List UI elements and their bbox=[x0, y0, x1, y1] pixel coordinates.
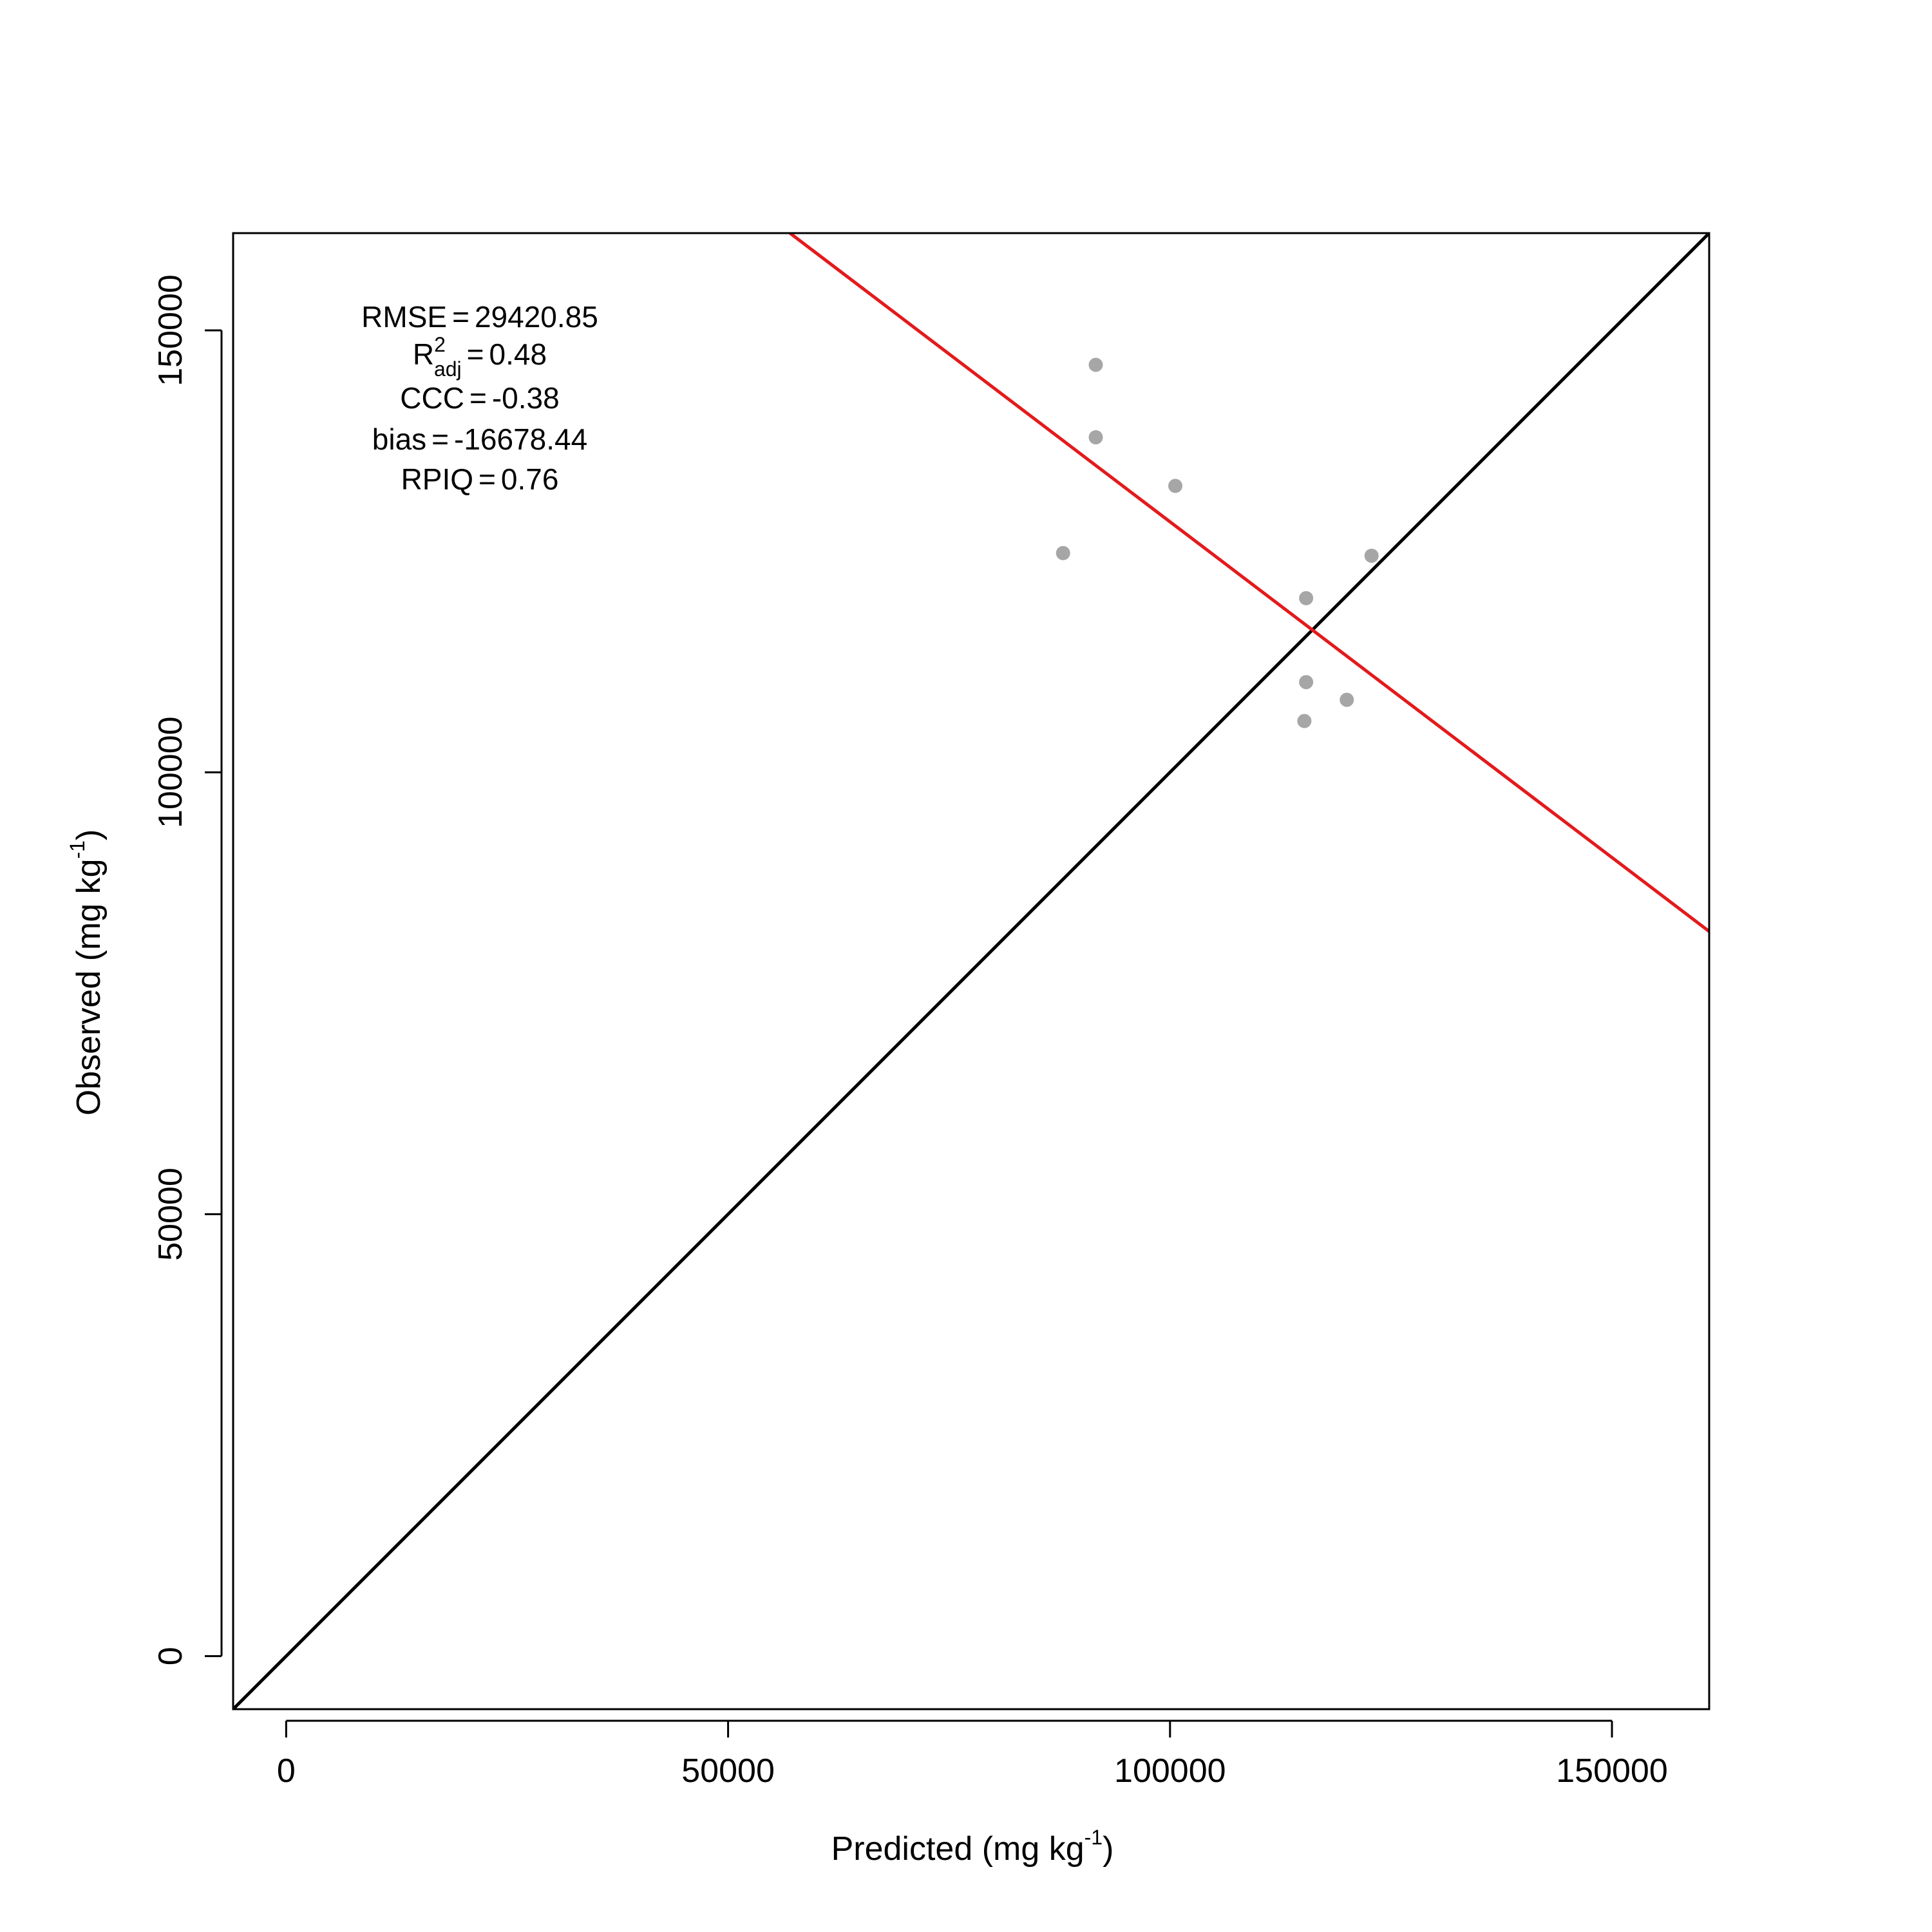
data-points bbox=[1056, 357, 1379, 728]
y-axis-title: Observed (mg kg-1) bbox=[66, 829, 108, 1116]
data-point bbox=[1088, 357, 1103, 372]
regression-line bbox=[789, 233, 1709, 933]
y-tick-label: 150000 bbox=[152, 274, 189, 386]
stats-annotation: RMSE = 29420.85 R2 adj = 0.48 CCC = -0.38 bias =… bbox=[361, 300, 598, 496]
data-point bbox=[1364, 548, 1379, 563]
stat-bias: bias = -16678.44 bbox=[372, 422, 587, 456]
data-point bbox=[1297, 714, 1312, 728]
stat-r2-adj: R2 adj = 0.48 bbox=[413, 333, 547, 381]
y-tick-label: 0 bbox=[152, 1647, 189, 1665]
x-axis-title: Predicted (mg kg-1) bbox=[831, 1826, 1114, 1868]
stat-rmse: RMSE = 29420.85 bbox=[361, 300, 598, 334]
y-axis: 0 50000 100000 150000 bbox=[152, 274, 223, 1665]
plot-frame bbox=[232, 232, 1710, 1710]
y-tick-label: 50000 bbox=[152, 1168, 189, 1261]
x-axis: 0 50000 100000 150000 bbox=[277, 1719, 1668, 1790]
data-point bbox=[1168, 478, 1183, 493]
y-tick-label: 100000 bbox=[152, 716, 189, 828]
data-point bbox=[1340, 692, 1354, 707]
identity-line bbox=[233, 233, 1709, 1709]
x-tick-label: 100000 bbox=[1114, 1752, 1226, 1790]
x-tick-label: 150000 bbox=[1556, 1752, 1668, 1790]
stat-ccc: CCC = -0.38 bbox=[400, 381, 559, 415]
x-tick-label: 0 bbox=[277, 1752, 296, 1790]
data-point bbox=[1056, 545, 1070, 560]
data-point bbox=[1299, 591, 1314, 605]
stat-rpiq: RPIQ = 0.76 bbox=[401, 462, 559, 496]
data-point bbox=[1088, 430, 1103, 445]
x-tick-label: 50000 bbox=[681, 1752, 775, 1790]
data-point bbox=[1299, 675, 1314, 690]
